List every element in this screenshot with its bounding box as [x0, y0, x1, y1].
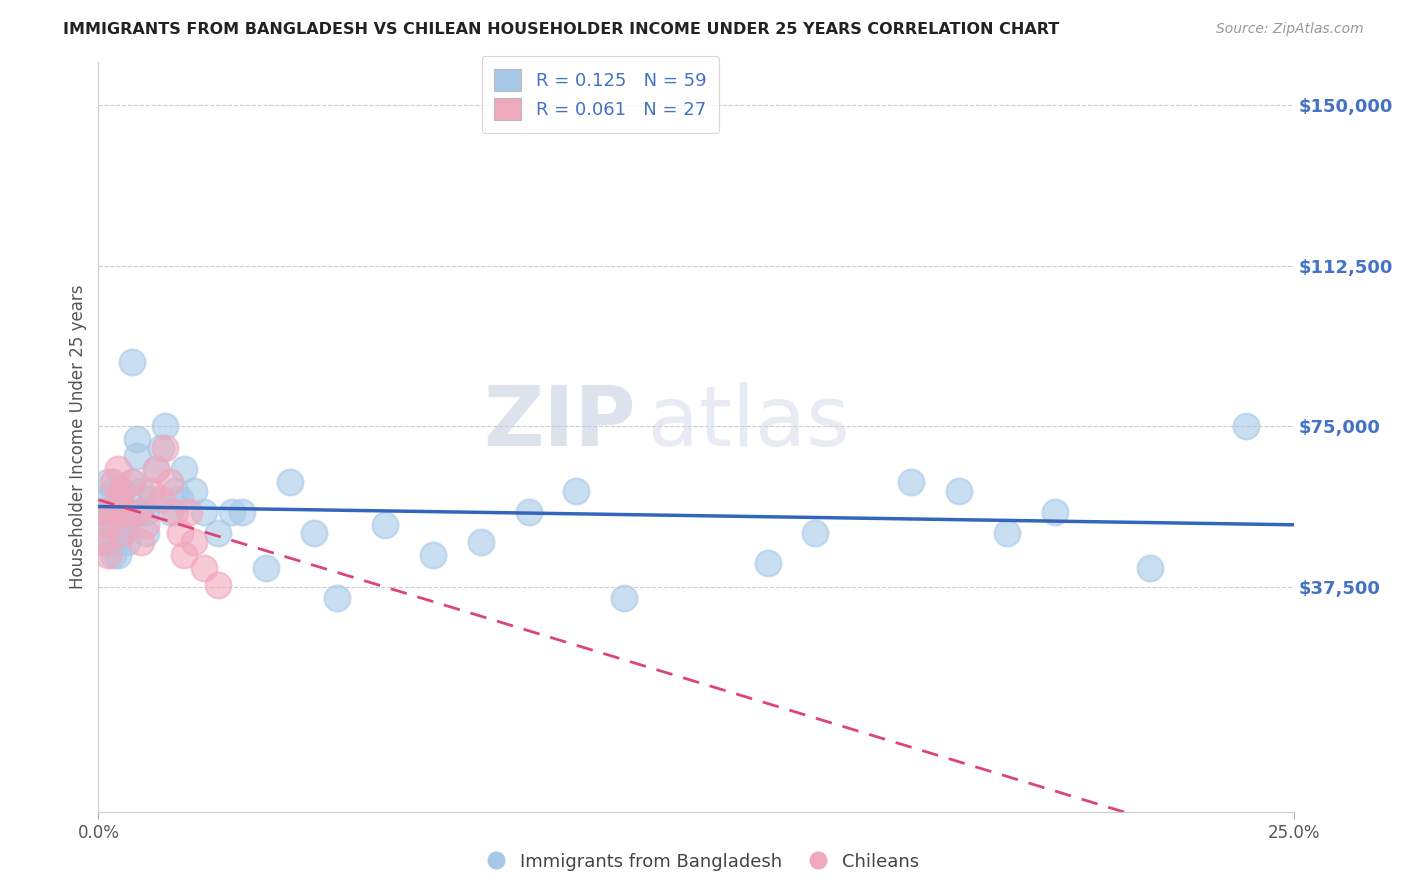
Legend: R = 0.125   N = 59, R = 0.061   N = 27: R = 0.125 N = 59, R = 0.061 N = 27 [482, 56, 718, 133]
Point [163, 505, 186, 519]
Point [422, 548, 444, 562]
Point [804, 526, 827, 541]
Point [149, 492, 172, 507]
Point [139, 492, 162, 507]
Point [948, 483, 970, 498]
Text: IMMIGRANTS FROM BANGLADESH VS CHILEAN HOUSEHOLDER INCOME UNDER 25 YEARS CORRELAT: IMMIGRANTS FROM BANGLADESH VS CHILEAN HO… [63, 22, 1060, 37]
Point [159, 505, 181, 519]
Point [193, 505, 215, 519]
Point [115, 505, 138, 519]
Text: Source: ZipAtlas.com: Source: ZipAtlas.com [1216, 22, 1364, 37]
Point [221, 505, 243, 519]
Point [231, 505, 253, 519]
Point [121, 355, 143, 369]
Point [565, 483, 588, 498]
Y-axis label: Householder Income Under 25 years: Householder Income Under 25 years [69, 285, 87, 590]
Point [121, 475, 143, 489]
Point [125, 432, 148, 446]
Point [107, 535, 129, 549]
Point [183, 483, 205, 498]
Point [91, 505, 114, 519]
Point [149, 441, 172, 455]
Point [155, 419, 177, 434]
Point [111, 483, 134, 498]
Point [91, 492, 114, 507]
Point [173, 462, 195, 476]
Point [207, 578, 229, 592]
Point [115, 505, 138, 519]
Point [125, 505, 148, 519]
Point [470, 535, 492, 549]
Point [101, 505, 124, 519]
Point [115, 517, 138, 532]
Point [121, 475, 143, 489]
Point [374, 517, 396, 532]
Point [1043, 505, 1066, 519]
Point [145, 462, 167, 476]
Point [101, 483, 124, 498]
Point [756, 557, 779, 571]
Point [179, 505, 201, 519]
Point [169, 526, 191, 541]
Point [101, 475, 124, 489]
Point [302, 526, 325, 541]
Point [145, 462, 167, 476]
Point [107, 492, 129, 507]
Point [278, 475, 301, 489]
Point [111, 483, 134, 498]
Point [135, 517, 157, 532]
Point [107, 462, 129, 476]
Point [115, 535, 138, 549]
Point [91, 505, 114, 519]
Point [131, 483, 153, 498]
Point [1234, 419, 1257, 434]
Point [97, 535, 120, 549]
Point [111, 526, 134, 541]
Point [91, 526, 114, 541]
Point [517, 505, 540, 519]
Text: atlas: atlas [648, 382, 849, 463]
Point [139, 483, 162, 498]
Point [111, 526, 134, 541]
Point [101, 517, 124, 532]
Point [613, 591, 636, 605]
Point [173, 548, 195, 562]
Point [169, 492, 191, 507]
Point [97, 517, 120, 532]
Point [111, 505, 134, 519]
Point [995, 526, 1018, 541]
Point [254, 560, 277, 574]
Point [1139, 560, 1161, 574]
Point [97, 475, 120, 489]
Point [135, 505, 157, 519]
Text: ZIP: ZIP [484, 382, 637, 463]
Point [97, 548, 120, 562]
Point [159, 475, 181, 489]
Point [97, 505, 120, 519]
Point [135, 526, 157, 541]
Point [183, 535, 205, 549]
Point [125, 450, 148, 464]
Point [207, 526, 229, 541]
Point [107, 517, 129, 532]
Point [163, 483, 186, 498]
Point [101, 505, 124, 519]
Point [107, 548, 129, 562]
Point [900, 475, 922, 489]
Point [326, 591, 349, 605]
Point [91, 535, 114, 549]
Point [131, 535, 153, 549]
Point [131, 505, 153, 519]
Point [107, 492, 129, 507]
Point [155, 441, 177, 455]
Point [101, 548, 124, 562]
Point [193, 560, 215, 574]
Legend: Immigrants from Bangladesh, Chileans: Immigrants from Bangladesh, Chileans [479, 846, 927, 879]
